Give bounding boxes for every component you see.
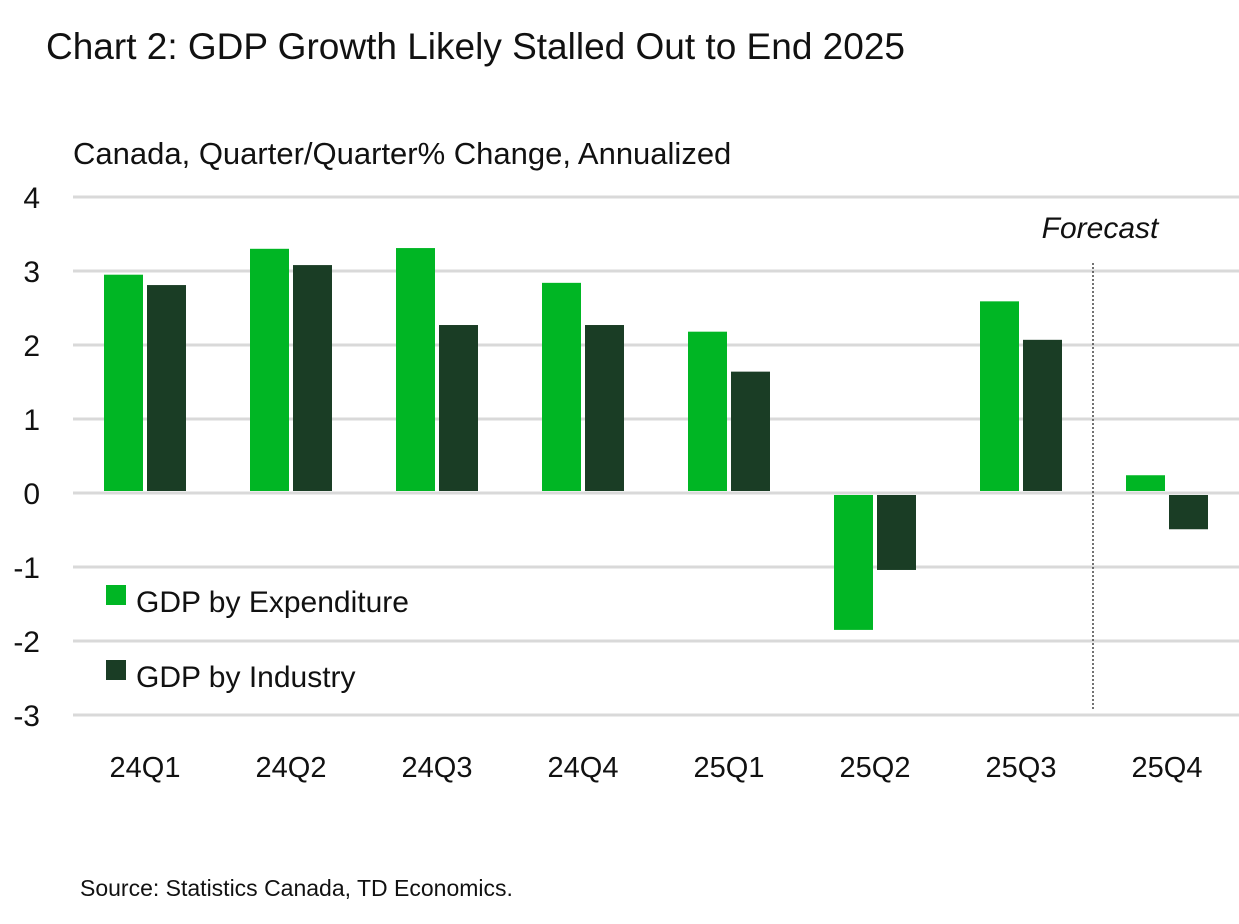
- bar-expenditure: [250, 248, 289, 491]
- chart-title: Chart 2: GDP Growth Likely Stalled Out t…: [46, 26, 905, 67]
- bar-expenditure: [688, 331, 727, 491]
- x-tick-label: 24Q3: [402, 752, 473, 784]
- y-tick-label: 1: [23, 404, 40, 437]
- bar-industry: [1023, 339, 1062, 491]
- bar-industry: [147, 285, 186, 491]
- x-tick-label: 24Q1: [110, 752, 181, 784]
- source-note: Source: Statistics Canada, TD Economics.: [80, 875, 513, 901]
- forecast-annotation: Forecast: [1042, 212, 1160, 245]
- x-tick-label: 25Q2: [840, 752, 911, 784]
- y-tick-label: 2: [23, 330, 40, 363]
- x-tick-label: 25Q4: [1132, 752, 1203, 784]
- x-tick-label: 25Q1: [694, 752, 765, 784]
- y-tick-label: -3: [13, 700, 40, 733]
- y-tick-label: -1: [13, 552, 40, 585]
- bar-industry: [1169, 495, 1208, 530]
- x-tick-label: 25Q3: [986, 752, 1057, 784]
- x-tick-label: 24Q2: [256, 752, 327, 784]
- y-tick-label: 0: [23, 478, 40, 511]
- bar-industry: [585, 325, 624, 491]
- bar-industry: [877, 495, 916, 570]
- x-tick-label: 24Q4: [548, 752, 619, 784]
- legend-label: GDP by Expenditure: [136, 586, 409, 619]
- legend-swatch: [106, 660, 126, 680]
- legend-swatch: [106, 585, 126, 605]
- chart-subtitle: Canada, Quarter/Quarter% Change, Annuali…: [73, 136, 732, 171]
- bar-expenditure: [1126, 475, 1165, 491]
- bar-expenditure: [396, 248, 435, 491]
- bar-expenditure: [834, 495, 873, 630]
- y-tick-label: -2: [13, 626, 40, 659]
- bar-expenditure: [542, 282, 581, 491]
- bar-industry: [439, 325, 478, 491]
- bar-industry: [731, 371, 770, 491]
- bar-expenditure: [980, 301, 1019, 491]
- bar-industry: [293, 265, 332, 491]
- bar-expenditure: [104, 274, 143, 491]
- legend-label: GDP by Industry: [136, 661, 356, 694]
- y-tick-label: 3: [23, 256, 40, 289]
- y-tick-label: 4: [23, 182, 40, 215]
